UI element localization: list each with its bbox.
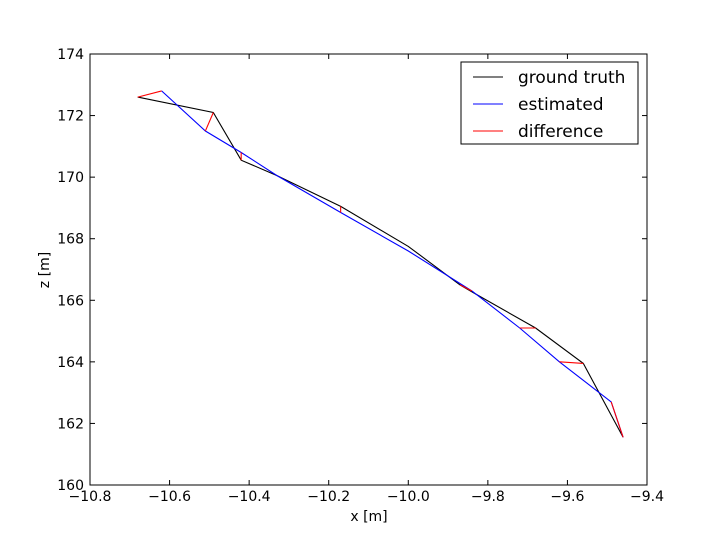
series-segment-difference-1	[204, 112, 214, 132]
y-axis-label: z [m]	[37, 252, 53, 288]
y-tick-label: 162	[57, 416, 84, 432]
series-line-ground-truth	[137, 96, 624, 438]
y-tick-label: 166	[57, 293, 84, 309]
legend: ground truth estimated difference	[460, 61, 639, 145]
series-segment-difference-7	[610, 401, 624, 438]
series-line-estimated	[161, 90, 624, 438]
legend-label-difference: difference	[518, 122, 603, 142]
x-tick-label: −10.0	[387, 489, 430, 505]
series-segment-difference-0	[137, 90, 162, 98]
y-tick-label: 168	[57, 232, 84, 248]
x-tick-label: −10.2	[307, 489, 350, 505]
y-tick-label: 160	[57, 478, 84, 494]
x-tick-label: −9.8	[471, 489, 505, 505]
axes: −10.8 −10.6 −10.4 −10.2 −10.0 −9.8 −9.6 −9.4 160…	[57, 47, 664, 505]
legend-label-ground-truth: ground truth	[518, 68, 625, 88]
y-tick-label: 164	[57, 355, 84, 371]
x-tick-label: −10.4	[228, 489, 271, 505]
series-segment-difference-6	[559, 361, 584, 364]
legend-label-estimated: estimated	[518, 95, 604, 115]
series-segment-difference-4	[459, 284, 473, 292]
x-tick-label: −9.4	[630, 489, 664, 505]
plot-area	[137, 90, 624, 438]
axes-frame	[89, 53, 648, 486]
y-tick-label: 174	[57, 47, 84, 63]
x-axis-label: x [m]	[350, 509, 387, 525]
y-tick-label: 172	[57, 109, 84, 125]
legend-box	[460, 61, 639, 145]
y-tick-label: 170	[57, 170, 84, 186]
x-tick-label: −10.8	[69, 489, 112, 505]
x-tick-label: −9.6	[550, 489, 584, 505]
x-tick-label: −10.6	[148, 489, 191, 505]
